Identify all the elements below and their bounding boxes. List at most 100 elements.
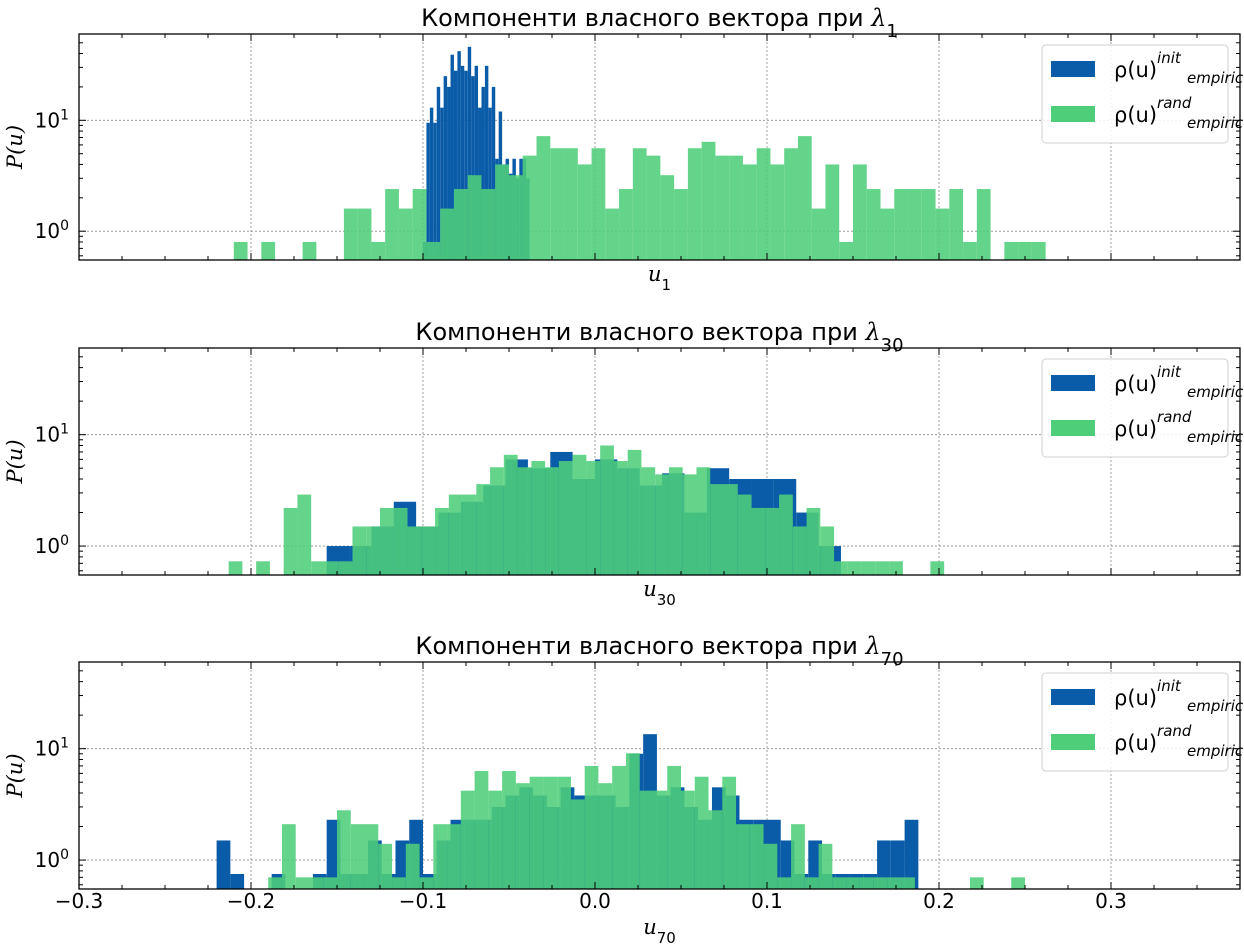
bar <box>426 122 430 260</box>
legend-label-init: ρ(u)initempiric <box>1114 363 1244 401</box>
bar <box>598 783 613 889</box>
bar <box>880 208 895 260</box>
panel-1: 100 101 Компоненти власного вектора при λ1… <box>3 4 1244 294</box>
ticks <box>78 661 1241 889</box>
y-axis-label: P(u) <box>3 439 27 484</box>
bar <box>715 155 730 260</box>
x-tick-label: 0.3 <box>1095 889 1127 913</box>
legend-swatch-init <box>1051 375 1095 391</box>
bar <box>536 136 551 260</box>
bar <box>557 776 571 889</box>
bar <box>392 877 406 889</box>
bar <box>847 561 862 575</box>
bar <box>820 526 835 575</box>
bar <box>228 561 243 575</box>
legend-swatch-rand <box>1051 420 1095 436</box>
bar <box>467 46 472 260</box>
bar <box>474 65 479 260</box>
bar <box>429 107 434 260</box>
bar <box>818 843 833 889</box>
bar <box>963 241 977 260</box>
bar <box>433 824 448 889</box>
bars <box>233 46 1046 260</box>
bar <box>584 765 599 889</box>
bar <box>834 561 848 575</box>
axes-frame <box>78 661 1241 890</box>
bar <box>378 843 393 889</box>
y-tick-label: 101 <box>35 736 69 761</box>
bar <box>297 494 312 575</box>
bar <box>976 189 991 260</box>
bar <box>453 70 458 260</box>
bar <box>517 467 532 575</box>
x-tick-label: −0.1 <box>399 889 448 913</box>
bar <box>309 877 324 889</box>
bar <box>281 824 296 889</box>
legend-swatch-rand <box>1051 106 1095 122</box>
bar <box>660 175 675 260</box>
bar <box>502 771 516 889</box>
bar <box>338 561 353 575</box>
bar <box>737 494 752 575</box>
bar <box>612 765 626 889</box>
bar <box>426 241 441 260</box>
bar <box>969 877 984 889</box>
y-tick-label: 100 <box>35 533 69 558</box>
bar <box>887 877 902 889</box>
bar <box>846 877 860 889</box>
bar <box>268 877 282 889</box>
bar <box>804 877 819 889</box>
bar <box>447 824 461 889</box>
bar <box>457 51 461 260</box>
bar <box>708 810 723 889</box>
bar <box>797 136 812 260</box>
bar <box>577 164 592 260</box>
bar <box>901 877 915 889</box>
legend-swatch-rand <box>1051 734 1095 750</box>
bar <box>613 461 628 575</box>
series-rand <box>233 136 1046 260</box>
bar <box>653 790 668 889</box>
bar <box>495 164 509 260</box>
panel-2: 100 101 Компоненти власного вектора при λ3… <box>3 318 1244 609</box>
bar <box>908 189 922 260</box>
bar <box>765 507 780 575</box>
bar <box>464 70 468 260</box>
bar <box>853 164 867 260</box>
bar <box>791 824 805 889</box>
legend-swatch-init <box>1051 689 1095 705</box>
panel-title: Компоненти власного вектора при λ70 <box>415 632 903 670</box>
bar <box>586 461 601 575</box>
bar <box>627 449 642 575</box>
legend: ρ(u)initempiric ρ(u)rand empiric <box>1041 44 1244 144</box>
bar <box>515 783 530 889</box>
bar <box>448 494 463 575</box>
bar <box>550 148 565 260</box>
bar <box>509 175 523 260</box>
bar <box>763 843 778 889</box>
bar <box>256 561 270 575</box>
bar <box>230 874 245 889</box>
bar <box>861 561 876 575</box>
bar <box>742 164 757 260</box>
axes-frame <box>78 347 1241 576</box>
bar <box>930 561 945 575</box>
bar <box>832 877 847 889</box>
bar <box>419 877 434 889</box>
bar <box>875 561 890 575</box>
bar <box>522 155 537 260</box>
x-axis-label: u30 <box>643 577 676 609</box>
bar <box>681 790 695 889</box>
bar <box>357 208 372 260</box>
bar <box>261 241 276 260</box>
bar <box>625 753 640 889</box>
bar <box>639 790 654 889</box>
x-tick-label: 0.2 <box>923 889 955 913</box>
bars <box>228 445 945 575</box>
bar <box>474 771 489 889</box>
x-axis-label: u70 <box>643 915 676 944</box>
bar <box>687 148 702 260</box>
y-tick-label: 101 <box>35 422 69 447</box>
legend-swatch-init <box>1051 61 1095 77</box>
